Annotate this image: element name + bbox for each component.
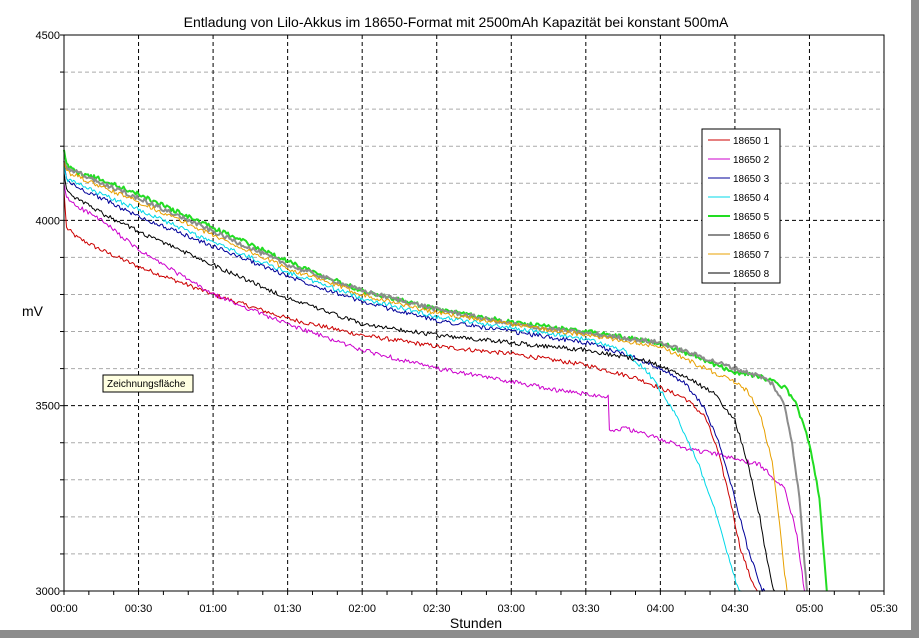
legend-item[interactable]: 18650 8 bbox=[708, 269, 770, 280]
x-tick-label: 02:30 bbox=[423, 603, 451, 615]
y-tick-label: 4000 bbox=[36, 215, 60, 227]
y-axis-label: mV bbox=[22, 303, 44, 319]
legend-item[interactable]: 18650 2 bbox=[708, 155, 770, 166]
legend-label: 18650 7 bbox=[733, 250, 770, 261]
annotation-text: Zeichnungsfläche bbox=[107, 379, 186, 390]
legend[interactable]: 18650 1 18650 2 18650 3 18650 4 18650 5 18650… bbox=[701, 128, 781, 284]
grid bbox=[64, 35, 884, 591]
legend-box bbox=[701, 128, 781, 284]
series-line bbox=[63, 164, 743, 592]
y-tick-label: 3500 bbox=[36, 401, 60, 413]
series-line bbox=[63, 172, 776, 592]
x-tick-label: 04:30 bbox=[721, 603, 749, 615]
x-axis-label: Stunden bbox=[450, 615, 502, 631]
series-line bbox=[63, 160, 808, 592]
legend-item[interactable]: 18650 6 bbox=[708, 231, 770, 242]
legend-item[interactable]: 18650 5 bbox=[708, 212, 770, 223]
axis-ticks: 00:00 00:30 01:00 01:30 02:00 02:30 03:00 03:30… bbox=[36, 30, 898, 615]
x-tick-label: 05:00 bbox=[796, 603, 824, 615]
series-layer bbox=[63, 149, 828, 592]
legend-item[interactable]: 18650 4 bbox=[708, 193, 770, 204]
annotation-tooltip: Zeichnungsfläche bbox=[102, 374, 194, 393]
legend-label: 18650 3 bbox=[733, 174, 770, 185]
x-tick-label: 01:30 bbox=[274, 603, 302, 615]
x-tick-label: 03:30 bbox=[572, 603, 600, 615]
chart-title: Entladung von Lilo-Akkus im 18650-Format… bbox=[184, 14, 729, 30]
legend-label: 18650 4 bbox=[733, 193, 770, 204]
x-tick-label: 05:30 bbox=[870, 603, 898, 615]
legend-label: 18650 8 bbox=[733, 269, 770, 280]
plot-border bbox=[63, 34, 885, 592]
annotation-box bbox=[102, 374, 194, 393]
legend-item[interactable]: 18650 7 bbox=[708, 250, 770, 261]
legend-label: 18650 5 bbox=[733, 212, 770, 223]
legend-label: 18650 2 bbox=[733, 155, 770, 166]
x-tick-label: 02:00 bbox=[348, 603, 376, 615]
x-tick-label: 01:00 bbox=[199, 603, 227, 615]
x-tick-label: 04:00 bbox=[647, 603, 675, 615]
legend-label: 18650 1 bbox=[733, 136, 770, 147]
series-line bbox=[63, 183, 805, 592]
legend-item[interactable]: 18650 1 bbox=[708, 136, 770, 147]
legend-item[interactable]: 18650 3 bbox=[708, 174, 770, 185]
series-line bbox=[63, 160, 788, 592]
legend-label: 18650 6 bbox=[733, 231, 770, 242]
x-tick-label: 03:00 bbox=[498, 603, 526, 615]
y-tick-label: 3000 bbox=[36, 586, 60, 598]
x-tick-label: 00:00 bbox=[50, 603, 78, 615]
series-line bbox=[63, 160, 766, 592]
series-line bbox=[63, 190, 758, 592]
y-tick-label: 4500 bbox=[36, 30, 60, 42]
x-tick-label: 00:30 bbox=[125, 603, 153, 615]
